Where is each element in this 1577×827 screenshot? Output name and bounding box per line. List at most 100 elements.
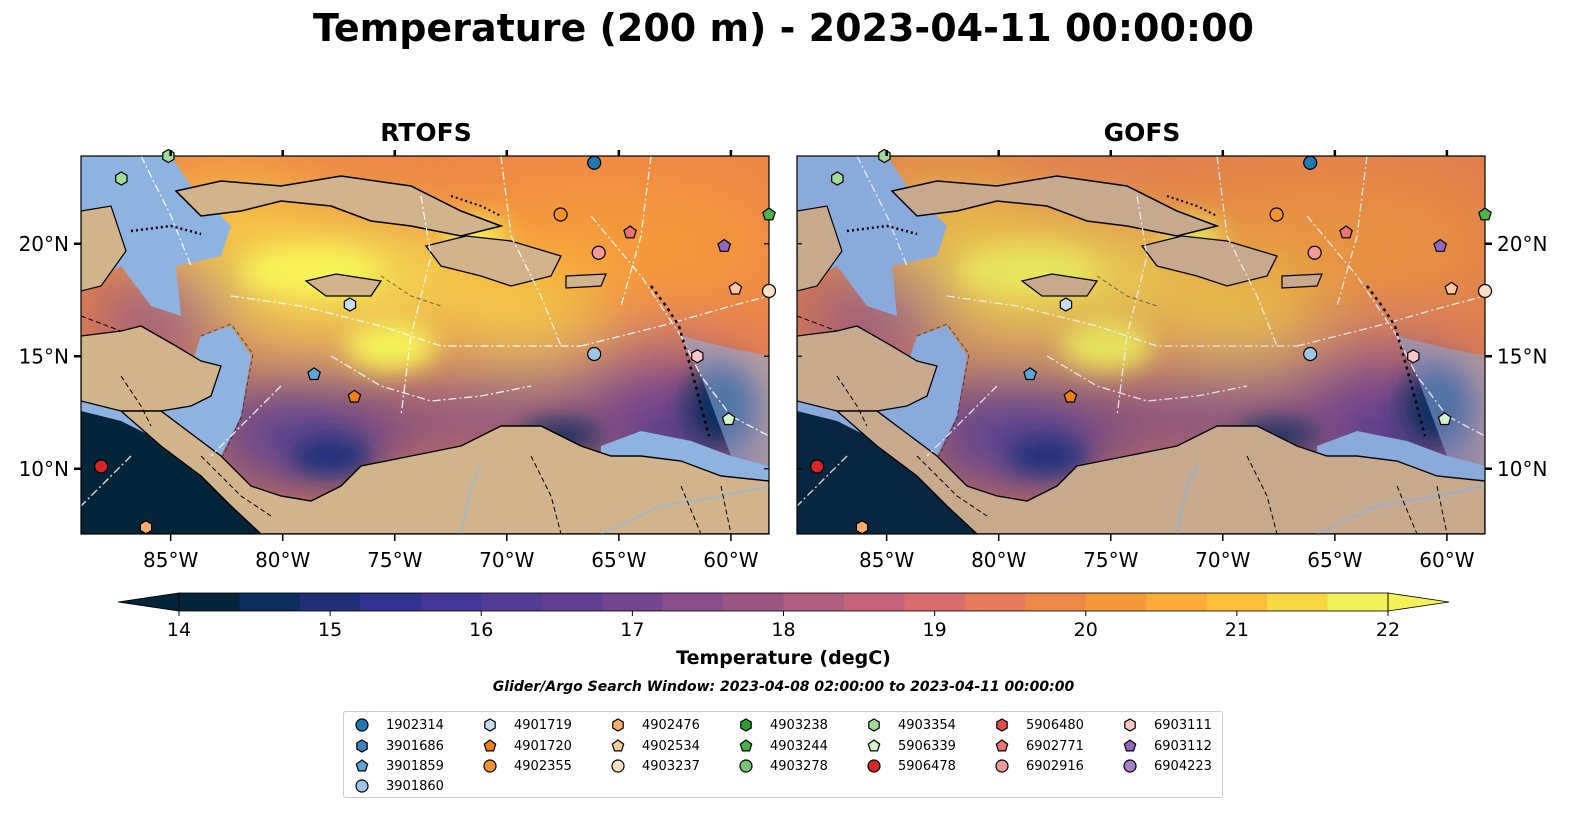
legend-marker-icon [355,718,369,732]
legend-marker [611,759,625,773]
float-marker [831,171,844,186]
gofs-map: 85°W 80°W 75°W 70°W 65°W 60°W 20°N 15°N 10°N [796,148,1547,572]
float-marker [115,171,128,186]
float-marker [591,245,606,260]
legend-marker [867,739,881,752]
legend-marker [740,718,752,732]
colorbar-segment [1327,593,1389,611]
legend-marker [355,779,369,793]
gofs-axis-ticks: 85°W 80°W 75°W 70°W 65°W 60°W 20°N 15°N 10°N [797,150,1547,572]
colorbar-extend-high [1387,592,1450,612]
float-marker [1307,245,1322,260]
legend-marker [1123,759,1137,773]
figure-title: Temperature (200 m) - 2023-04-11 00:00:0… [312,6,1254,50]
legend-item: 4902476 [608,715,700,735]
legend-marker-icon [740,718,752,732]
float-marker [762,207,776,221]
colorbar-segment [662,593,724,611]
colorbar-segment [964,593,1026,611]
colorbar-segment [541,593,603,611]
float-marker [307,367,322,381]
lat-tick-label: 20°N [1497,232,1547,256]
colorbar: 14 15 16 17 18 19 20 21 22 [117,592,1450,641]
float-marker [1437,412,1452,426]
legend-marker-icon [996,718,1008,732]
colorbar-segment [1085,593,1147,611]
float-marker [1407,349,1420,364]
legend-marker-icon [355,759,369,772]
legend-item: 5906480 [992,715,1084,735]
colorbar-segment [843,593,905,611]
colorbar-tick-label: 19 [923,619,947,641]
legend-marker-icon [483,759,497,773]
float-marker [94,459,109,474]
panel-title-gofs: GOFS [1103,118,1181,147]
legend-marker-icon [867,739,881,752]
float-marker [810,459,825,474]
rtofs-axis-ticks: 85°W 80°W 75°W 70°W 65°W 60°W 20°N 15°N 10°N [19,150,769,572]
colorbar-label: Temperature (degC) [676,647,891,669]
lon-tick-label: 60°W [703,548,758,572]
legend-item: 5906478 [864,756,956,776]
legend-item: 1902314 [352,715,444,735]
lon-tick-label: 85°W [143,548,198,572]
legend-marker [995,739,1009,752]
lon-tick-label: 85°W [859,548,914,572]
legend-item: 4901720 [480,736,572,756]
float-marker [1023,367,1038,381]
legend-label: 6902916 [1026,758,1084,774]
legend-item: 4903354 [864,715,956,735]
colorbar-segment [1146,593,1208,611]
float-marker [1063,389,1078,403]
float-marker [717,238,732,252]
legend-item: 4903238 [736,715,828,735]
lon-tick-label: 65°W [591,548,646,572]
float-marker [761,283,777,299]
lon-tick-label: 80°W [971,548,1026,572]
legend-marker-icon [868,718,880,732]
legend-label: 4902355 [514,758,572,774]
legend-marker-icon [995,739,1009,752]
legend-label: 4903237 [642,758,700,774]
lat-tick-label: 15°N [1497,344,1547,368]
lon-tick-label: 75°W [367,548,422,572]
rtofs-map: 85°W 80°W 75°W 70°W 65°W 60°W 20°N 15°N 10°N [19,148,777,572]
float-marker [691,349,704,364]
lat-tick-label: 10°N [1497,457,1547,481]
lon-tick-label: 75°W [1083,548,1138,572]
legend-marker [739,759,753,773]
legend-marker-icon [484,718,496,732]
legend-item: 6903112 [1120,736,1212,756]
legend-label: 6903112 [1154,738,1212,754]
legend-item: 5906339 [864,736,956,756]
legend-label: 5906339 [898,738,956,754]
legend-marker [1124,718,1136,732]
float-marker [587,346,602,362]
colorbar-extend-low [117,592,180,612]
legend-label: 4901720 [514,738,572,754]
colorbar-segment [904,593,966,611]
float-marker [347,389,362,403]
panel-title-rtofs: RTOFS [380,118,472,147]
float-marker [343,297,357,312]
lon-tick-label: 80°W [255,548,310,572]
colorbar-segment [723,593,784,611]
legend-label: 5906478 [898,758,956,774]
float-marker [553,207,568,222]
search-window-text: Glider/Argo Search Window: 2023-04-08 02… [492,679,1075,695]
legend-item: 6902916 [992,756,1084,776]
rtofs-float-markers [94,148,777,535]
float-marker [139,520,153,535]
lon-tick-label: 60°W [1419,548,1474,572]
legend-item: 6904223 [1120,756,1212,776]
legend-marker [868,718,880,732]
legend-marker [355,718,369,732]
legend-item: 3901686 [352,736,444,756]
legend-label: 4902534 [642,738,700,754]
legend-marker-icon [355,779,369,793]
legend-label: 4903354 [898,717,956,733]
float-legend: 1902314 3901686 3901859 3901860 4901719 49017… [343,711,1223,798]
float-marker [1339,225,1353,239]
legend-label: 6902771 [1026,738,1084,754]
